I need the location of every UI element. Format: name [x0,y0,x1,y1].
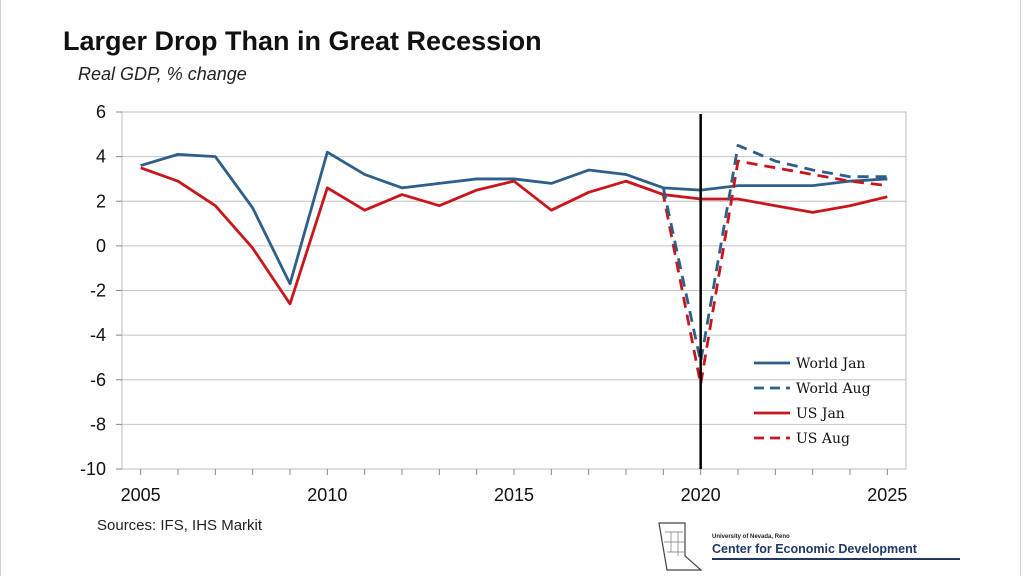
series-line-world-aug [661,144,888,364]
legend-label: US Aug [796,431,850,447]
y-tick-label: 4 [96,147,106,167]
series-line-us-aug [625,159,888,386]
logo-university-name: University of Nevada, Reno [712,534,790,540]
y-tick-label: 6 [96,102,106,122]
y-tick-label: 2 [96,191,106,211]
x-tick-label: 2005 [121,485,161,505]
frame-left-border [0,0,1,576]
y-tick-label: -10 [80,459,106,479]
x-tick-label: 2010 [307,485,347,505]
sources-note: Sources: IFS, IHS Markit [97,517,263,534]
y-axis-ticks: 6 4 2 0 -2 -4 -6 -8 -10 [80,102,122,479]
chart-title: Larger Drop Than in Great Recession [63,26,542,56]
series-line-us-jan [140,166,888,306]
y-tick-label: -2 [90,281,106,301]
nevada-map-icon [658,522,703,571]
logo-center-name: Center for Economic Development [712,542,917,556]
x-tick-label: 2015 [494,485,534,505]
y-tick-label: -4 [90,325,106,345]
legend-label: World Aug [796,381,871,397]
chart-subtitle: Real GDP, % change [78,64,247,84]
series-line-world-jan [140,150,888,286]
y-tick-label: 0 [96,236,106,256]
legend-label: World Jan [796,356,865,372]
legend-label: US Jan [796,406,845,422]
series-layer [140,144,888,386]
x-tick-label: 2020 [681,485,721,505]
legend: World Jan World Aug US Jan US Aug [754,356,871,447]
y-tick-label: -6 [90,370,106,390]
logo-underline [712,558,960,560]
ced-logo: University of Nevada, Reno Center for Ec… [655,520,965,572]
frame-right-border [1020,0,1021,576]
y-tick-label: -8 [90,414,106,434]
x-axis-ticks: 2005 2010 2015 2020 2025 [121,469,907,505]
x-tick-label: 2025 [867,485,907,505]
